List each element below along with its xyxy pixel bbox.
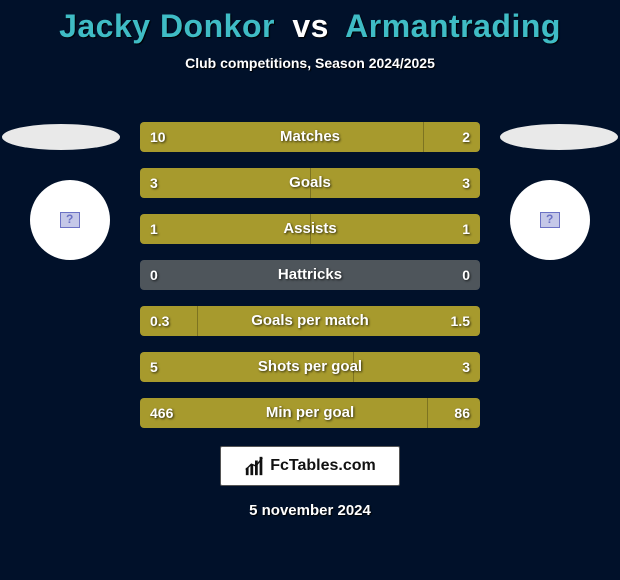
stat-value-right: 1.5 [451,306,470,336]
stat-value-right: 3 [462,352,470,382]
stat-label: Min per goal [140,398,480,428]
stat-value-left: 3 [150,168,158,198]
stat-row: Hattricks0 0 [140,260,480,290]
player2-name: Armantrading [345,8,561,44]
player1-name: Jacky Donkor [59,8,275,44]
placeholder-icon [60,212,80,228]
club-ellipse-right [500,124,618,150]
stat-row: Assists1 1 [140,214,480,244]
stat-value-left: 0 [150,260,158,290]
comparison-bars: Matches102Goals33Assists11Hattricks00Goa… [140,122,480,444]
stat-value-right: 86 [454,398,470,428]
stat-value-left: 1 [150,214,158,244]
logo-text: FcTables.com [270,457,376,475]
stat-value-right: 3 [462,168,470,198]
title-vs: vs [292,8,329,44]
chart-icon [244,455,266,477]
page-title: Jacky Donkor vs Armantrading [0,0,620,45]
stat-label: Goals [140,168,480,198]
placeholder-icon [540,212,560,228]
subtitle: Club competitions, Season 2024/2025 [0,55,620,71]
stat-value-left: 466 [150,398,173,428]
stat-label: Assists [140,214,480,244]
date-label: 5 november 2024 [0,502,620,519]
stat-label: Shots per goal [140,352,480,382]
club-avatar-right [510,180,590,260]
stat-row: Min per goal466 86 [140,398,480,428]
stat-label: Hattricks [140,260,480,290]
club-avatar-left [30,180,110,260]
source-logo: FcTables.com [220,446,400,486]
stat-value-left: 0.3 [150,306,169,336]
stat-label: Goals per match [140,306,480,336]
stat-row: Goals per match0.3 1.5 [140,306,480,336]
stat-row: Matches10 2 [140,122,480,152]
club-ellipse-left [2,124,120,150]
stat-value-left: 5 [150,352,158,382]
stat-value-right: 2 [462,122,470,152]
stat-value-left: 10 [150,122,166,152]
stat-label: Matches [140,122,480,152]
stat-row: Shots per goal5 3 [140,352,480,382]
stat-row: Goals3 3 [140,168,480,198]
stat-value-right: 1 [462,214,470,244]
stat-value-right: 0 [462,260,470,290]
